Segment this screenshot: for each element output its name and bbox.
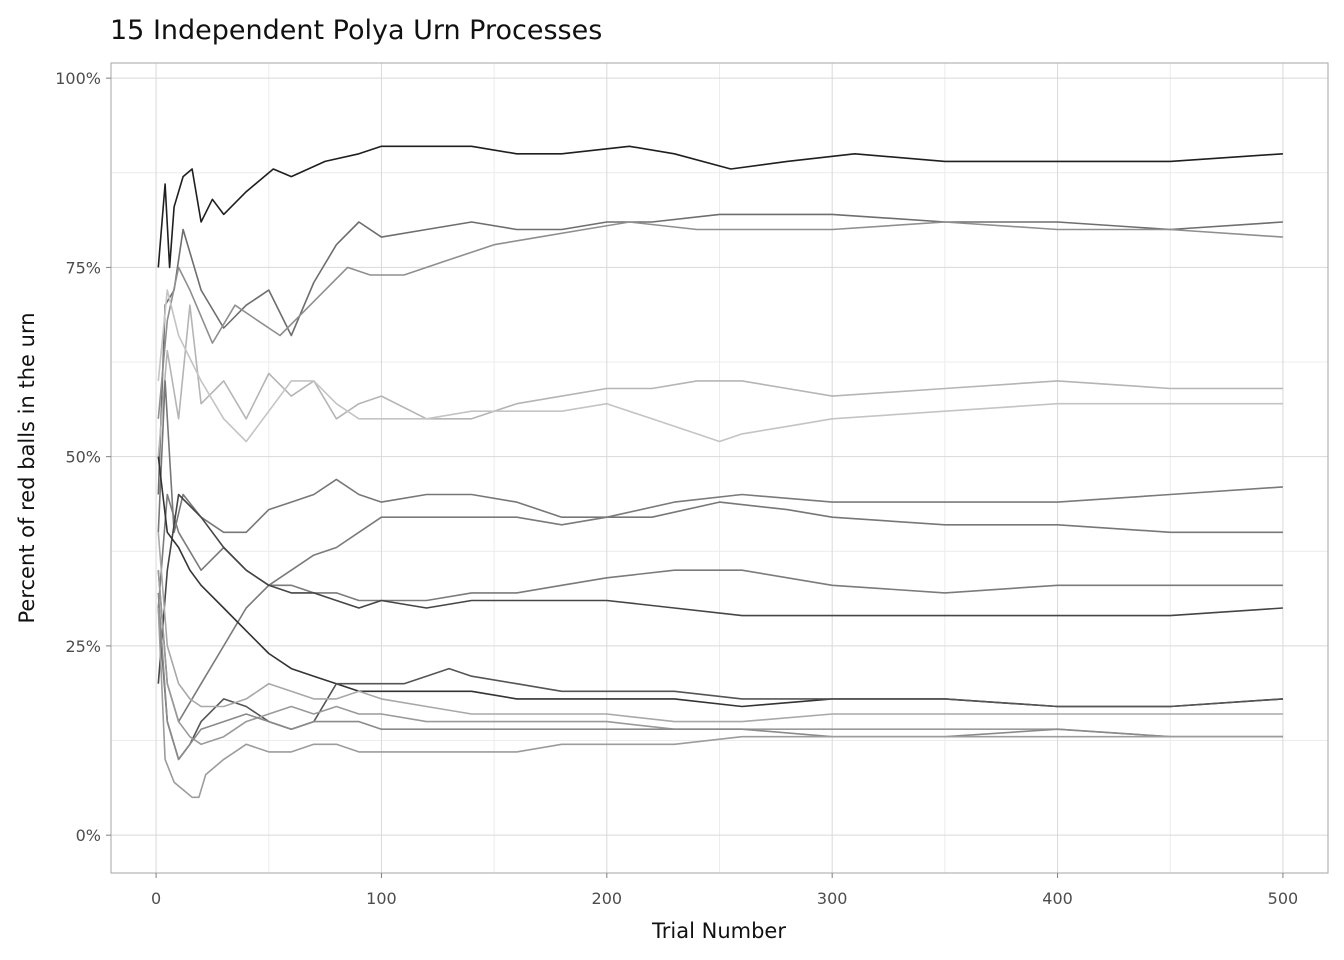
series-line — [157, 380, 1283, 534]
series-line — [157, 493, 1283, 684]
y-axis-label: Percent of red balls in the urn — [15, 312, 39, 623]
series-line — [157, 145, 1283, 269]
series-lines — [157, 145, 1283, 799]
y-tick-label: 50% — [65, 448, 101, 467]
series-line — [157, 289, 1283, 443]
series-line — [157, 213, 1283, 495]
chart-title: 15 Independent Polya Urn Processes — [110, 15, 602, 46]
series-line — [157, 221, 1283, 419]
y-tick-label: 100% — [55, 69, 101, 88]
x-axis-label: Trial Number — [651, 919, 786, 943]
series-line — [157, 304, 1283, 457]
series-line — [157, 570, 1283, 746]
series-line — [157, 607, 1283, 799]
series-line — [157, 592, 1283, 761]
x-tick-label: 100 — [366, 889, 397, 908]
series-line — [157, 493, 1283, 609]
series-line — [157, 486, 1283, 723]
x-tick-label: 400 — [1042, 889, 1073, 908]
y-axis-ticks: 0% 25% 50% 75% 100% — [55, 69, 111, 845]
plot-panel — [110, 62, 1329, 874]
series-line — [157, 607, 1283, 761]
y-tick-label: 25% — [65, 637, 101, 656]
series-line — [157, 532, 1283, 723]
x-tick-label: 0 — [151, 889, 161, 908]
series-line — [157, 456, 1283, 708]
grid-lines — [111, 63, 1328, 873]
x-tick-label: 300 — [817, 889, 848, 908]
x-axis-ticks: 0 100 200 300 400 500 — [151, 873, 1298, 908]
y-tick-label: 0% — [76, 826, 101, 845]
x-tick-label: 200 — [592, 889, 623, 908]
x-tick-label: 500 — [1268, 889, 1299, 908]
y-tick-label: 75% — [65, 258, 101, 277]
